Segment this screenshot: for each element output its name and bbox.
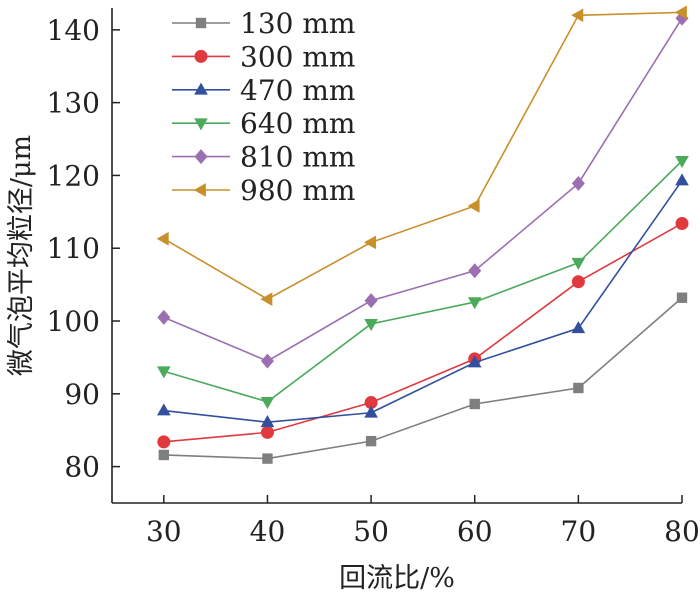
legend-label: 300 mm [240,40,355,73]
x-tick-label: 80 [664,515,700,548]
legend-marker [194,82,208,95]
legend-label: 810 mm [240,141,355,174]
data-point [364,396,378,410]
legend-item: 470 mm [172,74,355,107]
data-point [260,425,274,439]
series-line [163,11,683,301]
series-810-mm [157,10,689,369]
data-point [675,10,689,26]
legend-item: 300 mm [172,40,355,73]
data-point [571,257,586,270]
legend-item: 640 mm [172,107,355,140]
data-point [469,398,480,410]
series-line [163,160,683,403]
data-point [675,155,689,169]
x-tick-label: 70 [561,515,597,548]
data-point [156,366,171,379]
data-point [364,319,378,332]
data-point [467,297,482,310]
y-tick-label: 130 [47,87,100,120]
data-point [157,435,171,449]
series-layer [156,5,689,464]
x-tick-label: 50 [353,515,389,548]
legend-label: 470 mm [240,74,355,107]
data-point [571,175,585,191]
legend-marker [194,149,208,165]
data-point [571,8,584,23]
legend-label: 130 mm [240,7,355,40]
data-point [467,355,482,368]
data-point [571,275,585,289]
data-point [467,199,480,213]
series-line [163,297,683,460]
series-980-mm [156,5,687,307]
y-tick-label: 120 [47,159,100,192]
legend-marker [195,17,207,29]
legend-item: 810 mm [172,141,355,174]
data-point [365,435,377,447]
ticks: 80 90 100 110 120 130 140 30 40 50 60 70 80 [47,14,700,548]
legend-item: 130 mm [172,7,355,40]
data-point [156,231,169,246]
series-470-mm [156,173,689,428]
series-130-mm [158,292,688,464]
y-tick-label: 80 [64,451,100,484]
axes [111,8,682,504]
series-line [163,180,683,424]
legend-label: 640 mm [240,107,355,140]
legend-marker [194,118,208,131]
data-point [364,405,378,418]
series-640-mm [156,155,689,409]
y-tick-label: 110 [47,232,100,265]
data-point [676,292,688,303]
legend-item: 980 mm [172,174,355,207]
x-tick-label: 60 [457,515,493,548]
legend-marker [194,49,208,63]
x-tick-label: 40 [250,515,286,548]
y-tick-label: 140 [47,14,100,47]
data-point [364,293,378,309]
data-point [363,235,376,250]
data-point [674,5,687,20]
data-point [156,403,171,416]
data-point [675,173,689,186]
y-tick-label: 90 [64,378,100,411]
data-point [468,263,482,279]
data-point [262,453,273,464]
data-point [675,216,689,230]
y-axis-title: 微气泡平均粒径/μm [6,135,37,376]
data-point [260,353,274,369]
x-axis-title: 回流比/% [339,563,455,594]
series-line [163,17,683,362]
series-line [163,222,683,443]
data-point [260,415,275,428]
data-point [158,449,170,461]
data-point [157,309,171,325]
data-point [571,321,586,334]
data-point [260,396,275,409]
y-tick-label: 100 [47,305,100,338]
series-300-mm [157,216,689,449]
x-tick-label: 30 [146,515,182,548]
data-point [260,292,273,307]
legend-marker [193,183,206,197]
legend-label: 980 mm [240,174,355,207]
data-point [573,382,584,394]
